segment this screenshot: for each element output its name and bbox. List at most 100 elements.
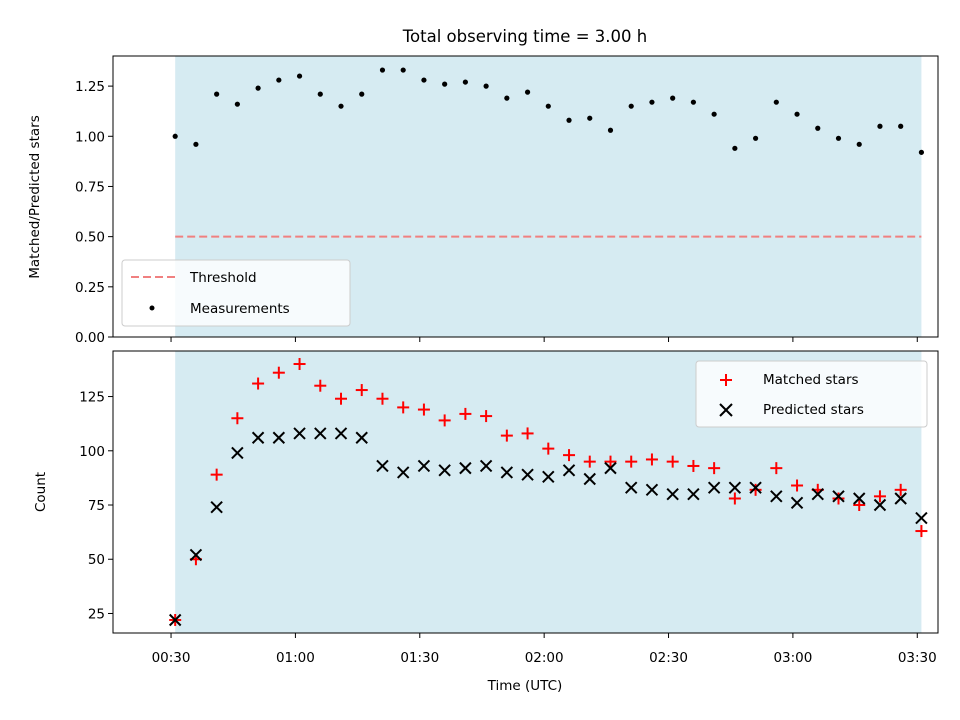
count-panel-legend: Matched stars Predicted stars bbox=[695, 360, 928, 428]
predicted-star-point bbox=[873, 498, 887, 512]
predicted-star-point bbox=[562, 464, 576, 477]
predicted-star-point bbox=[687, 487, 700, 501]
legend-threshold-label: Threshold bbox=[189, 270, 257, 286]
matched-star-point bbox=[853, 499, 866, 512]
legend-measurements-swatch bbox=[149, 305, 155, 311]
x-tick-label: 03:00 bbox=[773, 650, 812, 666]
measurement-point bbox=[649, 99, 655, 105]
matched-star-point bbox=[687, 459, 700, 472]
matched-star-point bbox=[210, 468, 223, 481]
predicted-star-point bbox=[459, 461, 472, 475]
predicted-star-point bbox=[645, 483, 659, 497]
matched-star-point bbox=[604, 455, 617, 468]
matched-star-point bbox=[376, 392, 389, 405]
matched-star-point bbox=[397, 401, 410, 414]
matched-star-point bbox=[335, 392, 348, 405]
matched-star-point bbox=[583, 455, 596, 468]
x-tick-label: 02:00 bbox=[525, 650, 564, 666]
ratio-panel-y-tick-label: 0.00 bbox=[75, 330, 105, 346]
x-tick-label: 01:00 bbox=[276, 650, 315, 666]
predicted-star-point bbox=[853, 492, 866, 505]
matched-star-point bbox=[708, 462, 721, 475]
x-tick-label: 03:30 bbox=[898, 650, 937, 666]
ratio-panel-frame bbox=[112, 55, 939, 338]
ratio-panel-y-tick-label: 0.75 bbox=[75, 179, 105, 195]
predicted-star-point bbox=[272, 431, 286, 444]
x-axis-label: Time (UTC) bbox=[487, 678, 563, 694]
measurement-point bbox=[462, 79, 468, 85]
predicted-star-point bbox=[521, 468, 534, 481]
count-panel-y-tick-label: 75 bbox=[88, 498, 105, 514]
measurement-point bbox=[214, 91, 220, 97]
predicted-star-point bbox=[251, 431, 265, 444]
matched-star-point bbox=[480, 410, 493, 423]
count-panel-y-tick-label: 100 bbox=[79, 444, 105, 460]
count-panel-y-tick-label: 25 bbox=[88, 606, 105, 622]
matched-star-point bbox=[438, 414, 451, 427]
predicted-star-point bbox=[168, 613, 182, 627]
predicted-star-point bbox=[376, 459, 389, 473]
matched-star-point bbox=[749, 483, 762, 496]
predicted-star-point bbox=[832, 490, 845, 503]
ratio-panel-legend: Threshold Measurements bbox=[121, 259, 351, 327]
measurement-point bbox=[773, 99, 779, 105]
measurement-point bbox=[442, 81, 448, 87]
matched-star-point bbox=[521, 427, 534, 440]
predicted-star-point bbox=[666, 487, 679, 501]
ratio-panel-y-tick-label: 0.25 bbox=[75, 280, 105, 296]
measurement-point bbox=[400, 67, 406, 73]
measurement-point bbox=[856, 141, 862, 147]
measurement-point bbox=[815, 125, 821, 131]
measurement-point bbox=[711, 111, 717, 117]
measurement-point bbox=[504, 95, 510, 101]
predicted-star-point bbox=[479, 459, 493, 473]
matched-star-point bbox=[645, 453, 658, 466]
predicted-star-point bbox=[500, 466, 514, 479]
measurement-point bbox=[752, 135, 759, 141]
legend-predicted-label: Predicted stars bbox=[763, 402, 864, 418]
legend-predicted-swatch bbox=[719, 403, 733, 417]
chart-title: Total observing time = 3.00 h bbox=[402, 27, 647, 46]
matched-star-point bbox=[894, 483, 907, 496]
predicted-star-point bbox=[396, 466, 410, 479]
predicted-star-point bbox=[604, 461, 617, 475]
matched-star-point bbox=[252, 377, 265, 390]
predicted-star-point bbox=[231, 446, 244, 460]
predicted-star-point bbox=[210, 500, 223, 514]
predicted-star-point bbox=[314, 427, 327, 440]
measurement-point bbox=[193, 141, 199, 147]
count-panel: 25 50 75 100 125 00:30 01:00 01:30 02:00 02:30 03… bbox=[33, 350, 939, 694]
measurement-point bbox=[276, 77, 282, 83]
ratio-panel-y-tick-label: 1.00 bbox=[75, 129, 105, 145]
count-panel-y-tick-label: 125 bbox=[79, 390, 105, 406]
measurement-point bbox=[379, 67, 386, 73]
predicted-star-point bbox=[811, 487, 824, 501]
measurement-point bbox=[690, 99, 697, 105]
measurement-point bbox=[732, 145, 738, 151]
matched-star-point bbox=[500, 429, 513, 442]
matched-star-point bbox=[542, 442, 555, 455]
ratio-panel-y-label: Matched/Predicted stars bbox=[27, 115, 43, 278]
measurement-point bbox=[421, 77, 427, 83]
legend-matched-label: Matched stars bbox=[763, 372, 859, 388]
predicted-star-point bbox=[189, 548, 203, 562]
matched-star-point bbox=[459, 407, 472, 420]
x-tick-label: 02:30 bbox=[649, 650, 688, 666]
predicted-star-point bbox=[707, 481, 721, 494]
matched-star-point bbox=[915, 525, 928, 538]
measurement-point bbox=[835, 135, 842, 141]
measurement-point bbox=[255, 85, 261, 91]
count-panel-frame bbox=[112, 350, 939, 634]
measurement-point bbox=[545, 103, 551, 109]
predicted-star-point bbox=[355, 431, 368, 444]
x-tick-label: 01:30 bbox=[400, 650, 439, 666]
measurement-point bbox=[794, 111, 800, 117]
measurement-point bbox=[607, 127, 614, 133]
matched-star-point bbox=[272, 366, 285, 379]
matched-star-point bbox=[873, 490, 886, 503]
measurement-point bbox=[172, 133, 178, 139]
measurement-point bbox=[587, 115, 593, 121]
measurement-point bbox=[234, 101, 240, 107]
predicted-star-point bbox=[293, 427, 306, 440]
